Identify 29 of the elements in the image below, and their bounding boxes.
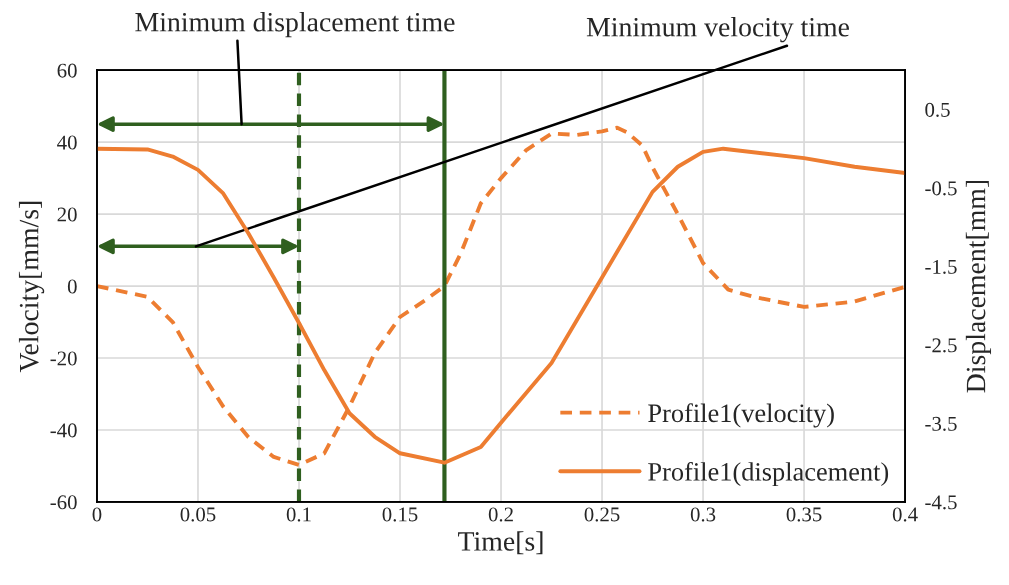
y2-tick-label: -4.5 [925,495,957,510]
y-tick-label: -20 [50,351,77,366]
y-tick-label: 20 [57,207,77,222]
x-tick-label: 0 [92,507,102,522]
x-tick-label: 0.15 [382,507,418,522]
x-tick-label: 0.05 [180,507,216,522]
x-tick-label: 0.2 [488,507,513,522]
y-axis-title: Velocity[mm/s] [18,201,45,373]
y2-tick-label: -1.5 [925,259,957,274]
legend-label: Profile1(displacement) [648,461,889,487]
y2-tick-label: -0.5 [925,181,957,196]
x-tick-label: 0.35 [786,507,822,522]
y-tick-label: 40 [57,135,77,150]
y-tick-label: 0 [67,279,77,294]
y2-tick-label: -3.5 [925,416,957,431]
x-tick-label: 0.25 [584,507,620,522]
text: Minimum displacement time [135,12,455,38]
y2-axis-title: Displacement[mm] [965,180,992,393]
y-tick-label: -60 [50,495,77,510]
text: Minimum velocity time [586,17,849,43]
legend-label: Profile1(velocity) [648,403,834,428]
x-tick-label: 0.3 [690,507,716,522]
x-tick-label: 0.4 [892,507,918,522]
x-axis-title: Time[s] [458,531,543,555]
y2-tick-label: 0.5 [925,102,950,117]
y-tick-label: -40 [50,423,77,438]
y2-tick-label: -2.5 [925,338,957,353]
y-tick-label: 60 [57,63,77,78]
x-tick-label: 0.1 [286,507,311,522]
